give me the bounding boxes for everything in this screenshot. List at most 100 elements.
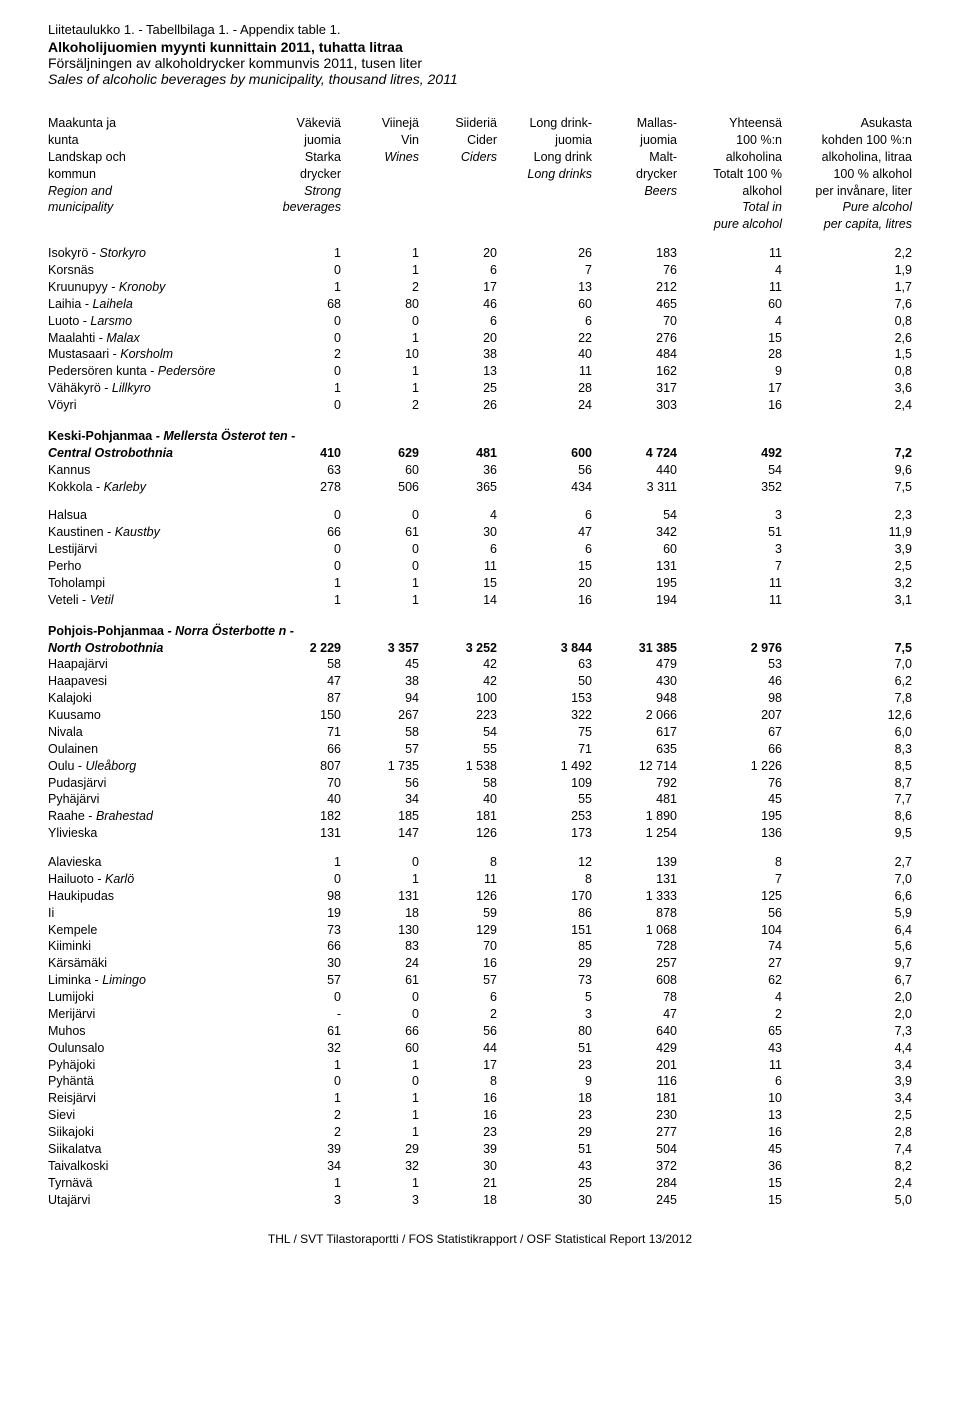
cell: 7,6 (782, 296, 912, 313)
cell: 2 229 (263, 640, 341, 657)
cell: 38 (341, 673, 419, 690)
cell: 11 (677, 279, 782, 296)
cell: 504 (592, 1141, 677, 1158)
header-col: VäkeviäjuomiaStarkadryckerStrongbeverage… (263, 115, 341, 245)
cell: 9,6 (782, 462, 912, 479)
cell: 1 (341, 262, 419, 279)
table-row: Haapajärvi58454263479537,0 (48, 656, 912, 673)
table-row: Taivalkoski34323043372368,2 (48, 1158, 912, 1175)
cell: 57 (341, 741, 419, 758)
table-row: Reisjärvi111618181103,4 (48, 1090, 912, 1107)
cell: 4 (677, 262, 782, 279)
cell: 1 890 (592, 808, 677, 825)
cell: 223 (419, 707, 497, 724)
cell: 61 (263, 1023, 341, 1040)
cell: 15 (677, 330, 782, 347)
cell: 608 (592, 972, 677, 989)
cell: 8 (419, 842, 497, 871)
cell: 2 066 (592, 707, 677, 724)
cell: 73 (497, 972, 592, 989)
cell: 68 (263, 296, 341, 313)
section-total-row: North Ostrobothnia2 2293 3573 2523 84431… (48, 640, 912, 657)
cell: 2,4 (782, 397, 912, 414)
table-row: Pudasjärvi705658109792768,7 (48, 775, 912, 792)
table-row: Liminka - Limingo57615773608626,7 (48, 972, 912, 989)
cell: 170 (497, 888, 592, 905)
cell: 434 (497, 479, 592, 496)
row-label: Lumijoki (48, 989, 263, 1006)
cell: 1 (263, 592, 341, 609)
title-english: Sales of alcoholic beverages by municipa… (48, 71, 912, 87)
cell: 60 (497, 296, 592, 313)
cell: 342 (592, 524, 677, 541)
cell: 36 (677, 1158, 782, 1175)
section-total-label: Central Ostrobothnia (48, 445, 263, 462)
cell: 11,9 (782, 524, 912, 541)
cell: 0 (341, 541, 419, 558)
cell: 479 (592, 656, 677, 673)
cell: 173 (497, 825, 592, 842)
row-label: Vähäkyrö - Lillkyro (48, 380, 263, 397)
cell: 1 226 (677, 758, 782, 775)
cell: 6 (419, 262, 497, 279)
table-row: Raahe - Brahestad1821851812531 8901958,6 (48, 808, 912, 825)
cell: 54 (419, 724, 497, 741)
cell: 63 (497, 656, 592, 673)
cell: 17 (419, 279, 497, 296)
cell: 3 (341, 1192, 419, 1209)
cell: 40 (263, 791, 341, 808)
cell: 7,5 (782, 640, 912, 657)
cell: 20 (497, 575, 592, 592)
cell: 2,3 (782, 495, 912, 524)
cell: 51 (677, 524, 782, 541)
cell: 195 (677, 808, 782, 825)
page-footer: THL / SVT Tilastoraportti / FOS Statisti… (48, 1232, 912, 1246)
cell: 0,8 (782, 363, 912, 380)
cell: 42 (419, 656, 497, 673)
cell: 8,7 (782, 775, 912, 792)
cell: 60 (341, 1040, 419, 1057)
cell: 948 (592, 690, 677, 707)
cell: 0 (263, 989, 341, 1006)
cell: 195 (592, 575, 677, 592)
cell: 2 (419, 1006, 497, 1023)
cell: 153 (497, 690, 592, 707)
cell: 18 (341, 905, 419, 922)
cell: 51 (497, 1040, 592, 1057)
cell: 0 (263, 313, 341, 330)
cell: 32 (263, 1040, 341, 1057)
cell: 277 (592, 1124, 677, 1141)
cell: 8,5 (782, 758, 912, 775)
cell: 1 (341, 380, 419, 397)
row-label: Merijärvi (48, 1006, 263, 1023)
cell: 635 (592, 741, 677, 758)
cell: 70 (419, 938, 497, 955)
row-label: Liminka - Limingo (48, 972, 263, 989)
cell: 5,9 (782, 905, 912, 922)
title-finnish: Alkoholijuomien myynti kunnittain 2011, … (48, 39, 912, 55)
cell: 13 (497, 279, 592, 296)
section-heading: Pohjois-Pohjanmaa - Norra Österbotte n - (48, 609, 912, 640)
row-label: Sievi (48, 1107, 263, 1124)
table-body: Isokyrö - Storkyro112026183112,2Korsnäs0… (48, 245, 912, 1208)
cell: 6 (497, 313, 592, 330)
cell: 66 (263, 524, 341, 541)
cell: 17 (419, 1057, 497, 1074)
cell: 58 (419, 775, 497, 792)
cell: 629 (341, 445, 419, 462)
cell: 481 (592, 791, 677, 808)
row-label: Raahe - Brahestad (48, 808, 263, 825)
cell: 44 (419, 1040, 497, 1057)
cell: 0 (263, 495, 341, 524)
cell: 66 (263, 938, 341, 955)
cell: 365 (419, 479, 497, 496)
cell: 8,6 (782, 808, 912, 825)
row-label: Maalahti - Malax (48, 330, 263, 347)
row-label: Kempele (48, 922, 263, 939)
cell: 4 724 (592, 445, 677, 462)
row-label: Oulu - Uleåborg (48, 758, 263, 775)
table-row: Mustasaari - Korsholm2103840484281,5 (48, 346, 912, 363)
cell: 65 (677, 1023, 782, 1040)
cell: 16 (419, 955, 497, 972)
cell: 3,2 (782, 575, 912, 592)
